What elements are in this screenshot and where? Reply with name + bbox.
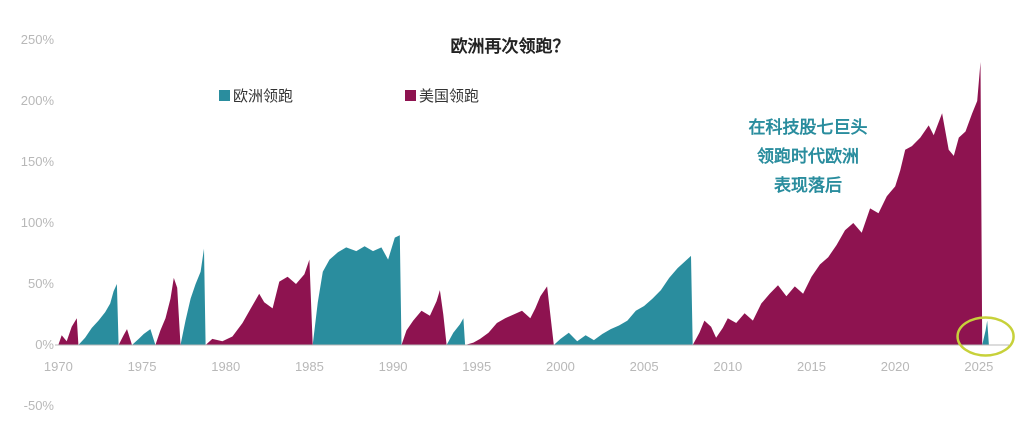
area-europe-segment-7: [982, 320, 989, 345]
x-tick-label: 1980: [211, 359, 240, 374]
x-tick-label: 1975: [128, 359, 157, 374]
annotation: 在科技股七巨头 领跑时代欧洲 表现落后: [749, 117, 868, 196]
x-tick-label: 2020: [881, 359, 910, 374]
legend-swatch-us: [405, 90, 416, 101]
x-tick-label: 2000: [546, 359, 575, 374]
annotation-line-1: 在科技股七巨头: [749, 117, 868, 138]
area-europe-segment-3: [180, 248, 206, 345]
chart-title: 欧洲再次领跑？: [451, 36, 570, 57]
y-tick-label: 100%: [21, 215, 55, 230]
legend-swatch-europe: [219, 90, 230, 101]
area-us-segment-2: [118, 329, 132, 345]
area-us-segment-5: [401, 290, 447, 345]
x-tick-label: 2025: [964, 359, 993, 374]
annotation-line-2: 领跑时代欧洲: [757, 146, 859, 167]
x-tick-label: 1985: [295, 359, 324, 374]
area-europe-segment-6: [553, 255, 693, 345]
y-tick-label: 50%: [28, 276, 54, 291]
y-tick-label: 0%: [35, 337, 54, 352]
x-tick-label: 2005: [630, 359, 659, 374]
x-tick-label: 1995: [462, 359, 491, 374]
area-europe-segment-4: [312, 235, 402, 345]
area-europe-segment-2: [132, 329, 156, 345]
area-us-segment-6: [465, 286, 554, 345]
plot-area: [58, 62, 989, 345]
x-tick-label: 2010: [713, 359, 742, 374]
y-tick-label: 200%: [21, 93, 55, 108]
x-axis: 1970 1975 1980 1985 1990 1995 2000 2005 2010 2015…: [44, 359, 993, 374]
highlight-circle: [956, 316, 1015, 357]
x-tick-label: 1990: [379, 359, 408, 374]
area-europe-segment-1: [78, 284, 119, 345]
area-us-segment-1: [58, 318, 79, 345]
area-europe-segment-5: [446, 318, 466, 345]
y-tick-label: 150%: [21, 154, 55, 169]
legend: 欧洲领跑 美国领跑: [219, 87, 479, 105]
y-tick-label: -50%: [24, 398, 55, 413]
y-tick-label: 250%: [21, 32, 55, 47]
area-us-segment-7: [692, 62, 983, 345]
legend-label-us: 美国领跑: [419, 87, 479, 105]
x-tick-label: 2015: [797, 359, 826, 374]
area-us-segment-4: [205, 259, 313, 345]
area-us-segment-3: [155, 277, 181, 345]
x-tick-label: 1970: [44, 359, 73, 374]
legend-label-europe: 欧洲领跑: [233, 87, 293, 105]
y-axis: -50% 0% 50% 100% 150% 200% 250%: [21, 32, 55, 413]
annotation-line-3: 表现落后: [774, 175, 842, 196]
